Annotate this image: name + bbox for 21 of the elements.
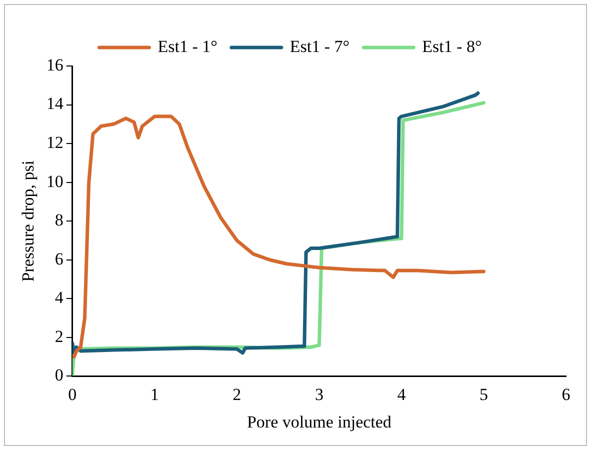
x-axis-title: Pore volume injected <box>246 412 392 432</box>
y-tick-label: 14 <box>46 94 64 114</box>
x-tick-label: 5 <box>479 384 488 404</box>
x-tick-label: 2 <box>232 384 242 404</box>
y-tick-label: 6 <box>54 249 64 268</box>
y-tick-label: 12 <box>46 133 64 152</box>
y-tick-label: 2 <box>54 326 64 346</box>
y-tick-label: 0 <box>54 366 64 385</box>
legend-label: Est1 - 1° <box>158 36 218 56</box>
y-tick-label: 10 <box>46 172 64 191</box>
y-tick-label: 4 <box>54 288 64 308</box>
legend-label: Est1 - 7° <box>290 36 350 56</box>
x-tick-label: 6 <box>562 384 570 404</box>
x-tick-label: 4 <box>397 384 406 404</box>
x-tick-label: 1 <box>150 384 159 404</box>
x-tick-label: 0 <box>68 384 77 404</box>
legend-label: Est1 - 8° <box>422 36 482 56</box>
y-axis-title: Pressure drop, psi <box>18 160 38 282</box>
x-tick-label: 3 <box>314 384 324 404</box>
y-tick-label: 16 <box>46 55 64 74</box>
y-tick-label: 8 <box>54 210 64 230</box>
